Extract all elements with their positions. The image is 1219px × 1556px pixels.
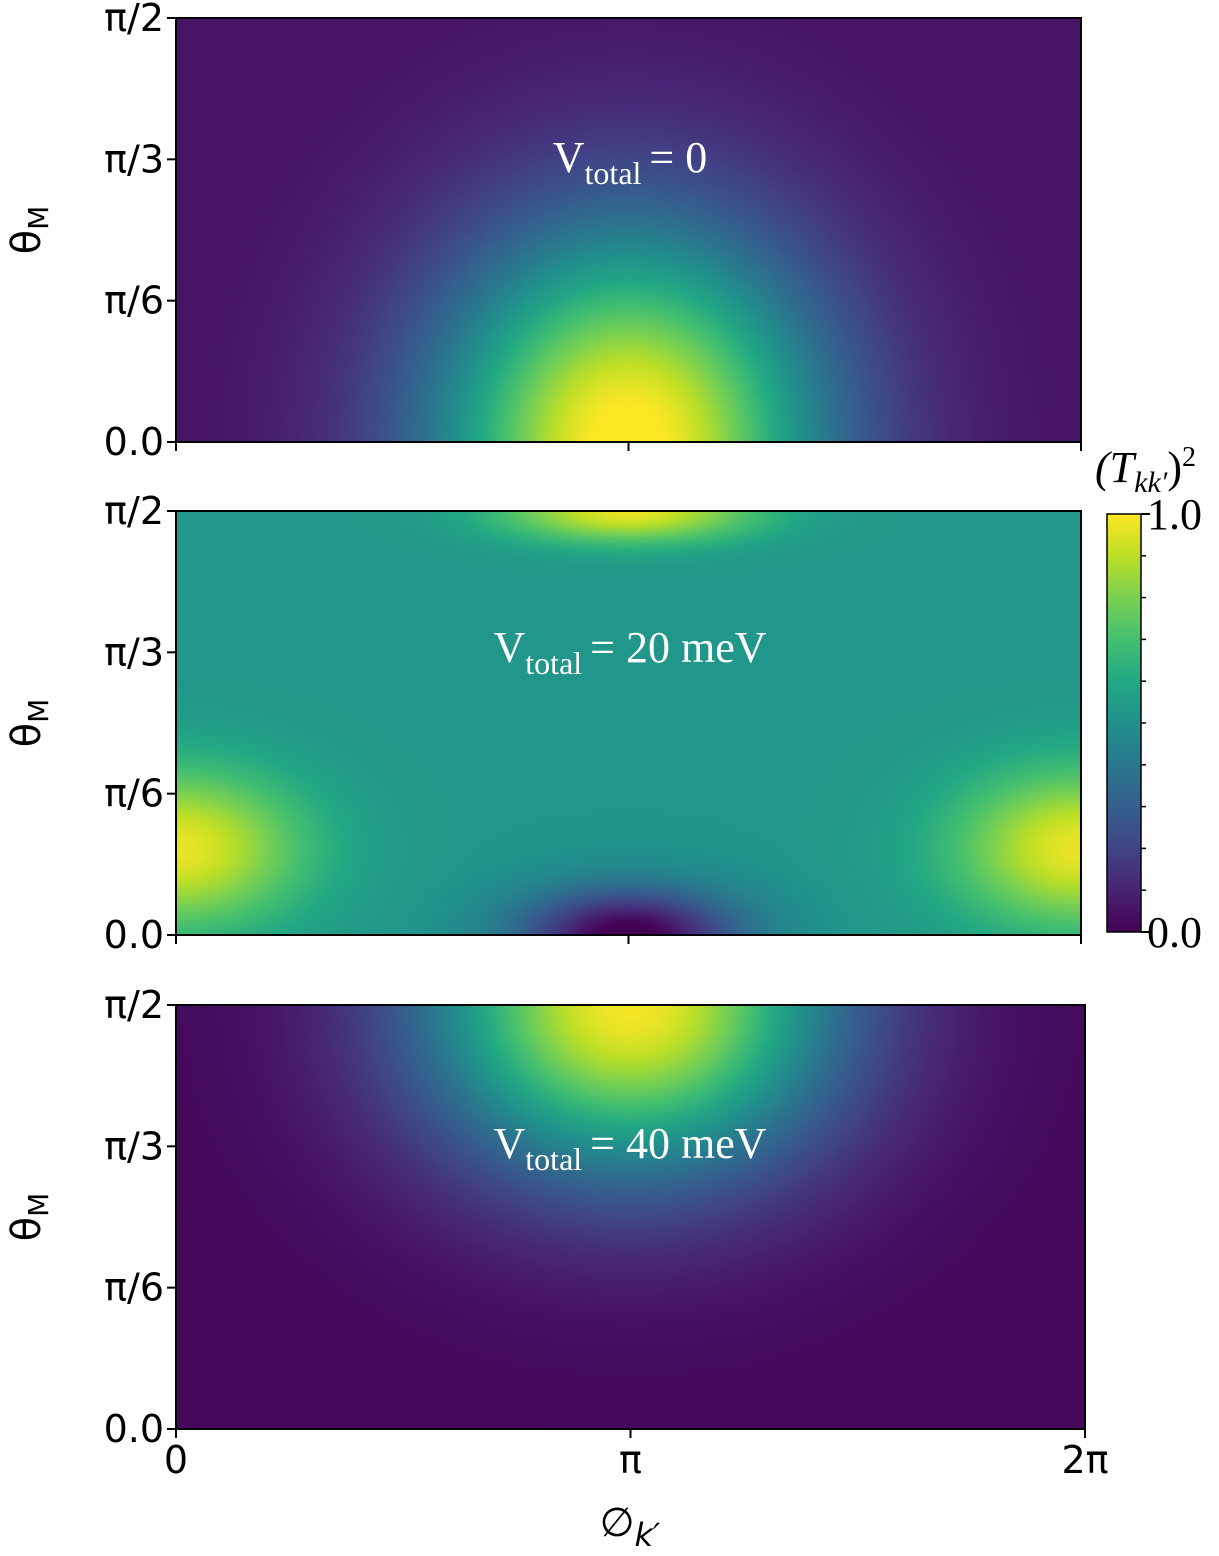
y-ticks: 0.0 π/6 π/3 π/2 bbox=[104, 489, 176, 957]
panel-label: Vtotal = 0 bbox=[553, 133, 707, 191]
y-ticks: 0.0 π/6 π/3 π/2 bbox=[104, 0, 176, 464]
panel-label-subscript: total bbox=[525, 1141, 582, 1177]
panel-label-value: = 0 bbox=[649, 133, 707, 182]
colorbar-title: (Tkk′)2 bbox=[1095, 442, 1196, 499]
panel-label-value: = 20 meV bbox=[590, 623, 767, 672]
colorbar-title-open: (T bbox=[1095, 443, 1138, 492]
colorbar-gradient bbox=[1107, 514, 1141, 932]
y-axis-label-subscript: M bbox=[22, 699, 55, 723]
y-tick-label: π/2 bbox=[104, 489, 164, 533]
y-axis-title: θM bbox=[4, 1193, 55, 1242]
colorbar-title-subscript: kk′ bbox=[1134, 466, 1168, 499]
panel-label-main: V bbox=[494, 623, 526, 672]
x-axis-title: ∅k′ bbox=[600, 1500, 661, 1554]
heatmap-image bbox=[176, 1005, 1085, 1429]
y-tick-label: 0.0 bbox=[104, 1407, 164, 1451]
y-axis-title: θM bbox=[4, 206, 55, 255]
panel-1: 0.0 π/6 π/3 π/2 θM Vtotal = 0 bbox=[4, 0, 1082, 464]
heatmap-image bbox=[176, 18, 1081, 442]
x-axis-label: ∅ bbox=[600, 1500, 635, 1546]
panel-label-subscript: total bbox=[585, 155, 642, 191]
colorbar-title-superscript: 2 bbox=[1182, 442, 1196, 473]
panel-label: Vtotal = 40 meV bbox=[494, 1119, 767, 1177]
y-ticks: 0.0 π/6 π/3 π/2 bbox=[104, 983, 176, 1451]
y-tick-label: π/2 bbox=[104, 983, 164, 1027]
panel-label-value: = 40 meV bbox=[590, 1119, 767, 1168]
panel-label: Vtotal = 20 meV bbox=[494, 623, 767, 681]
x-tick-label: 0 bbox=[164, 1438, 188, 1482]
colorbar-ticks: 0.0 1.0 bbox=[1141, 490, 1202, 957]
x-ticks: 0 π 2π bbox=[164, 1429, 1109, 1482]
panel-label-main: V bbox=[494, 1119, 526, 1168]
y-tick-label: 0.0 bbox=[104, 913, 164, 957]
heatmap-image bbox=[176, 511, 1081, 935]
colorbar-tick-label: 1.0 bbox=[1147, 490, 1202, 539]
y-axis-label: θ bbox=[4, 723, 50, 747]
y-tick-label: π/6 bbox=[104, 1266, 164, 1310]
y-tick-label: π/2 bbox=[104, 0, 164, 40]
panel-3: 0.0 π/6 π/3 π/2 0 π 2π θM Vtotal = 40 meV bbox=[4, 983, 1109, 1482]
y-tick-label: π/3 bbox=[104, 630, 164, 674]
y-axis-label-subscript: M bbox=[22, 1193, 55, 1217]
panel-2: 0.0 π/6 π/3 π/2 θM Vtotal = 20 meV bbox=[4, 489, 1082, 957]
colorbar: 0.0 1.0 (Tkk′)2 bbox=[1095, 442, 1202, 957]
y-tick-label: 0.0 bbox=[104, 420, 164, 464]
x-axis-label-subscript: k′ bbox=[635, 1516, 662, 1554]
colorbar-tick-label: 0.0 bbox=[1147, 908, 1202, 957]
x-ticks bbox=[175, 442, 1082, 451]
y-axis-label-subscript: M bbox=[22, 206, 55, 230]
y-axis-title: θM bbox=[4, 699, 55, 748]
colorbar-title-close: ) bbox=[1167, 443, 1182, 492]
y-tick-label: π/6 bbox=[104, 772, 164, 816]
panel-label-main: V bbox=[553, 133, 585, 182]
y-tick-label: π/3 bbox=[104, 1124, 164, 1168]
x-ticks bbox=[175, 935, 1082, 944]
y-axis-label: θ bbox=[4, 1217, 50, 1241]
y-axis-label: θ bbox=[4, 230, 50, 254]
panel-label-subscript: total bbox=[525, 645, 582, 681]
x-tick-label: π bbox=[619, 1438, 642, 1482]
y-tick-label: π/6 bbox=[104, 279, 164, 323]
x-tick-label: 2π bbox=[1061, 1438, 1108, 1482]
y-tick-label: π/3 bbox=[104, 137, 164, 181]
